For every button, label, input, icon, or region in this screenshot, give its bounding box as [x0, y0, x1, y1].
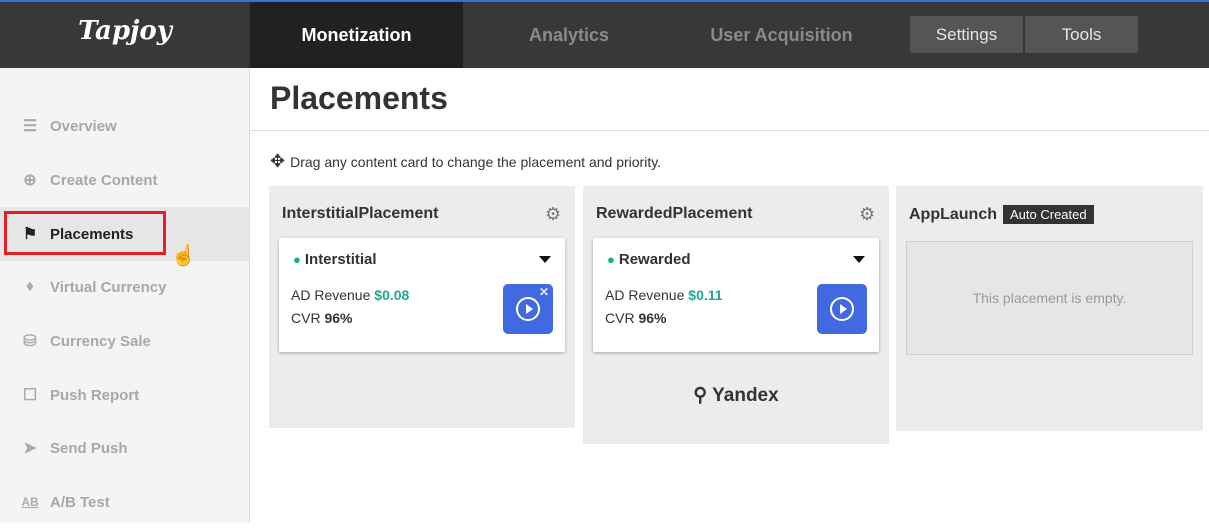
highlight-box [4, 211, 166, 255]
sidebar-item-label: Currency Sale [50, 332, 151, 350]
placement-column[interactable]: AppLaunch Auto Created This placement is … [896, 186, 1203, 431]
cursor-icon: ➤ [23, 440, 37, 457]
play-icon [516, 297, 540, 321]
sidebar-item-label: Push Report [50, 386, 140, 404]
divider [250, 130, 1209, 131]
drag-hint: ✥ Drag any content card to change the pla… [270, 151, 661, 172]
notification-icon: ☐ [22, 387, 38, 404]
sidebar-item-overview[interactable]: ☰ Overview [0, 99, 249, 153]
android-icon: ● [293, 252, 301, 267]
sidebar-item-ab-test[interactable]: AB A/B Test [0, 475, 249, 529]
placement-name: AppLaunch [909, 205, 997, 223]
tools-button[interactable]: Tools [1025, 16, 1138, 53]
video-play-button[interactable] [817, 284, 867, 334]
move-icon: ✥ [270, 151, 286, 171]
gear-icon[interactable]: ⚙ [545, 204, 562, 224]
video-play-button[interactable]: ✕ [503, 284, 553, 334]
tapjoy-logo[interactable]: Tapjoy [78, 16, 172, 46]
dropdown-caret-icon[interactable] [539, 256, 551, 263]
sidebar-item-label: Overview [50, 117, 117, 135]
placement-name: RewardedPlacement [596, 205, 753, 222]
sidebar: ☰ Overview ⊕ Create Content ⚑ Placements ♦ V… [0, 68, 250, 523]
tab-user-acquisition[interactable]: User Acquisition [710, 24, 853, 45]
gear-icon[interactable]: ⚙ [859, 204, 876, 224]
placement-name: InterstitialPlacement [282, 205, 439, 222]
ad-revenue: AD Revenue $0.08 [291, 287, 410, 303]
list-icon: ☰ [22, 118, 38, 135]
sidebar-item-label: Virtual Currency [50, 278, 167, 296]
sidebar-item-virtual-currency[interactable]: ♦ Virtual Currency [0, 260, 249, 314]
page-title: Placements [270, 80, 448, 116]
content-type: Interstitial [304, 251, 377, 268]
hand-cursor-icon: ☝ [171, 245, 196, 267]
sidebar-item-push-report[interactable]: ☐ Push Report [0, 368, 249, 422]
sidebar-item-label: Create Content [50, 171, 158, 189]
content-type: Rewarded [618, 251, 691, 268]
placement-column[interactable]: InterstitialPlacement ⚙ ● Interstitial AD… [269, 186, 575, 428]
cvr: CVR 96% [605, 310, 667, 326]
diamond-icon: ♦ [25, 278, 35, 295]
ad-revenue: AD Revenue $0.11 [605, 287, 723, 303]
tab-monetization[interactable]: Monetization [250, 2, 463, 68]
hint-text: Drag any content card to change the plac… [290, 153, 662, 170]
dropdown-caret-icon[interactable] [853, 256, 865, 263]
settings-button[interactable]: Settings [910, 16, 1023, 53]
ad-network: ⚲ Yandex [693, 385, 779, 406]
add-content-icon: ⊕ [23, 172, 37, 189]
sidebar-item-currency-sale[interactable]: ⛁ Currency Sale [0, 314, 249, 368]
top-navbar: Tapjoy Monetization Analytics User Acqui… [0, 2, 1209, 68]
content-card[interactable]: ● Interstitial AD Revenue $0.08 CVR 96% ✕ [279, 238, 565, 352]
empty-placement: This placement is empty. [906, 241, 1193, 355]
auto-created-badge: Auto Created [1003, 205, 1094, 224]
sidebar-item-send-push[interactable]: ➤ Send Push [0, 421, 249, 475]
coins-icon: ⛁ [23, 333, 37, 350]
content-card[interactable]: ● Rewarded AD Revenue $0.11 CVR 96% [593, 238, 879, 352]
sidebar-item-create-content[interactable]: ⊕ Create Content [0, 153, 249, 207]
tab-analytics[interactable]: Analytics [528, 24, 610, 45]
ab-icon: AB [21, 495, 39, 509]
top-accent-line [0, 0, 1209, 2]
sidebar-item-label: Placements [50, 225, 134, 243]
placement-column[interactable]: RewardedPlacement ⚙ ● Rewarded AD Revenue… [583, 186, 889, 444]
sidebar-item-label: Send Push [50, 439, 128, 457]
flag-icon: ⚑ [22, 226, 38, 243]
cvr: CVR 96% [291, 310, 353, 326]
network-icon: ⚲ [693, 385, 708, 406]
play-icon [830, 297, 854, 321]
sidebar-item-label: A/B Test [50, 493, 110, 511]
close-icon[interactable]: ✕ [538, 285, 549, 299]
android-icon: ● [607, 252, 615, 267]
